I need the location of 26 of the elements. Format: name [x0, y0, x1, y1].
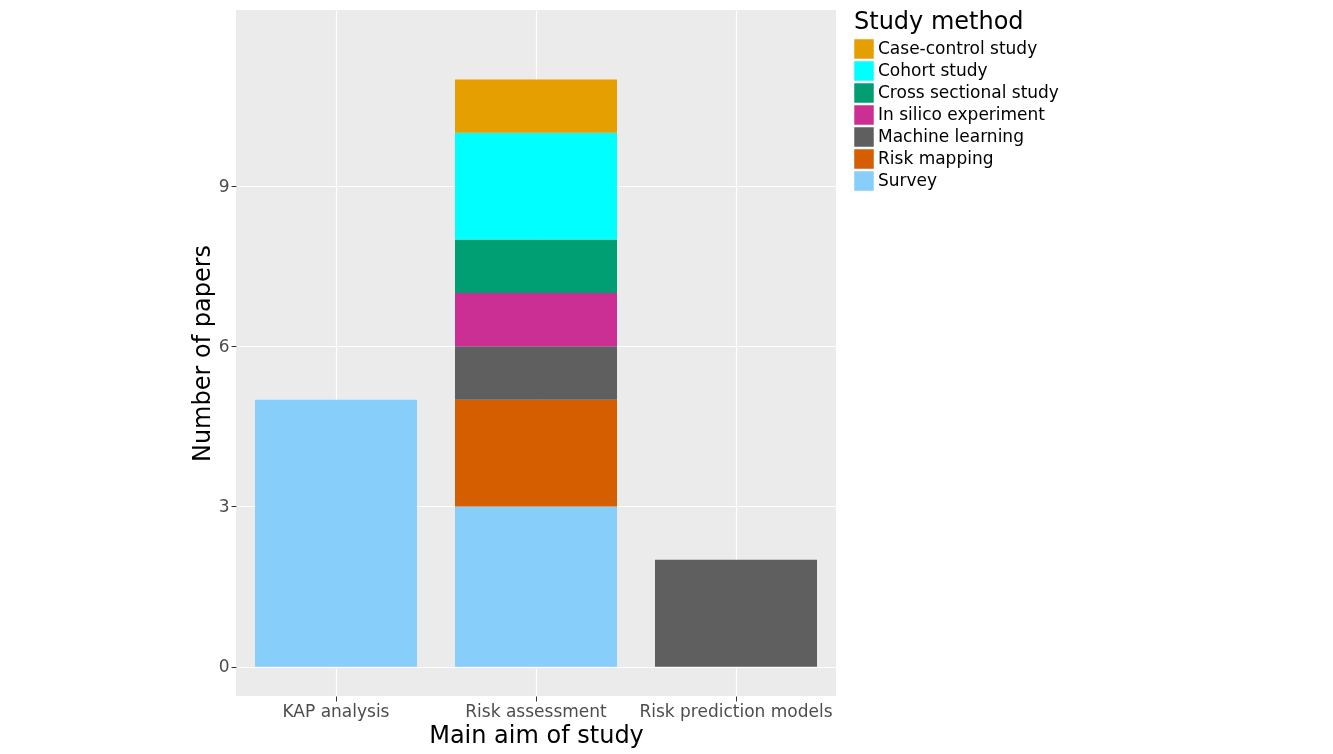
- legend-label: Machine learning: [878, 126, 1024, 146]
- bar: [455, 79, 617, 133]
- bar: [455, 399, 617, 507]
- y-tick-label: 3: [218, 495, 230, 516]
- bar: [455, 346, 617, 400]
- legend-title: Study method: [854, 7, 1024, 35]
- y-tick-label: 0: [218, 656, 230, 677]
- x-axis-title: Main aim of study: [429, 720, 644, 749]
- bar: [455, 132, 617, 240]
- legend-label: Cross sectional study: [878, 82, 1059, 102]
- y-axis-title: Number of papers: [187, 244, 216, 463]
- bar: [655, 559, 817, 667]
- y-tick-label: 9: [218, 175, 230, 196]
- x-tick-label: Risk prediction models: [639, 700, 833, 721]
- legend-label: Cohort study: [878, 60, 988, 80]
- legend-label: In silico experiment: [878, 104, 1046, 124]
- x-tick-label: Risk assessment: [465, 700, 608, 721]
- legend-label: Case-control study: [878, 38, 1038, 58]
- x-tick-label: KAP analysis: [282, 700, 390, 721]
- y-tick-label: 6: [218, 335, 230, 356]
- bar: [455, 239, 617, 293]
- legend-label: Risk mapping: [878, 148, 994, 168]
- bar: [455, 506, 617, 667]
- bar: [255, 399, 417, 667]
- bar: [455, 292, 617, 347]
- legend-label: Survey: [878, 170, 938, 190]
